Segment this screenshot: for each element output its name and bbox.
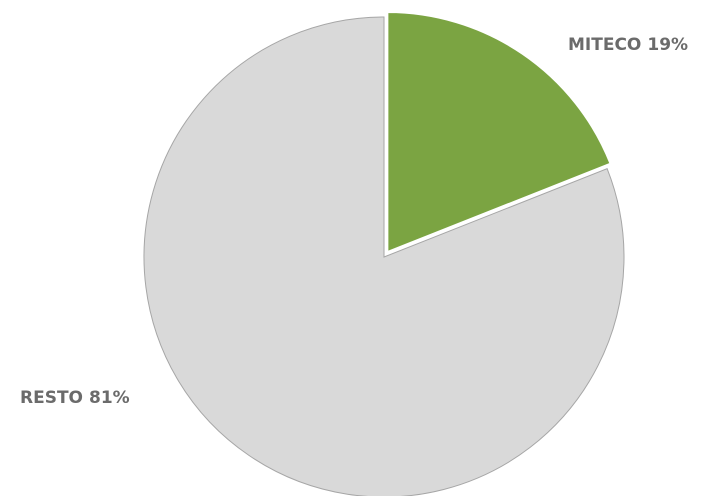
slice-category: MITECO: [568, 35, 641, 55]
slice-value-label: 19%: [647, 35, 688, 55]
pie-slice: [386, 11, 612, 254]
slice-label: RESTO 81%: [20, 388, 130, 408]
pie-slice: [143, 16, 625, 496]
slice-category: RESTO: [20, 388, 83, 408]
slice-label: MITECO 19%: [568, 35, 688, 55]
slice-value-label: 81%: [89, 388, 130, 408]
